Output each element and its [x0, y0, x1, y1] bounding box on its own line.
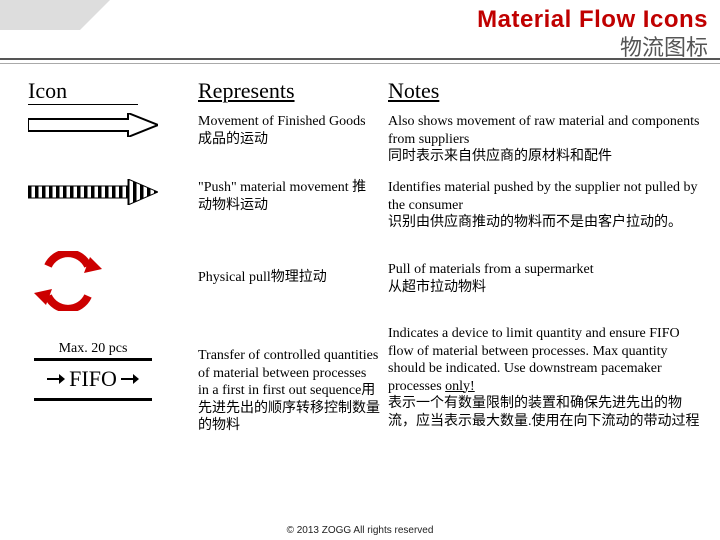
content-area: Icon Represents Notes Movement of Finish… — [0, 60, 720, 471]
table-row: Physical pull物理拉动 Pull of materials from… — [28, 251, 700, 313]
finished-goods-arrow-icon — [28, 113, 158, 137]
icon-cell — [28, 251, 198, 311]
fifo-mid: FIFO — [28, 363, 158, 395]
title-chinese: 物流图标 — [0, 30, 720, 62]
notes-underlined: only! — [445, 379, 475, 394]
arrow-right-icon — [121, 372, 139, 386]
col-header-notes: Notes — [388, 78, 700, 105]
table-row: Max. 20 pcs FIFO Transfer of controlled … — [28, 321, 700, 471]
push-arrow-icon — [28, 179, 158, 205]
col-header-represents: Represents — [198, 78, 388, 105]
represents-cell: Physical pull物理拉动 — [198, 251, 388, 287]
fifo-max-label: Max. 20 pcs — [28, 341, 158, 356]
table-row: "Push" material movement 推动物料运动 Identifi… — [28, 179, 700, 243]
fifo-top-line — [34, 358, 152, 361]
notes-pre: Indicates a device to limit quantity and… — [388, 326, 680, 394]
arrow-right-icon — [47, 372, 65, 386]
fifo-icon: Max. 20 pcs FIFO — [28, 341, 158, 403]
notes-post: 表示一个有数量限制的装置和确保先进先出的物流，应当表示最大数量.使用在向下流动的… — [388, 396, 700, 429]
physical-pull-icon — [28, 251, 108, 311]
fifo-bottom-line — [34, 398, 152, 401]
icon-cell — [28, 179, 198, 205]
icon-cell: Max. 20 pcs FIFO — [28, 321, 198, 403]
notes-cell: Identifies material pushed by the suppli… — [388, 179, 700, 232]
table-row: Movement of Finished Goods 成品的运动 Also sh… — [28, 113, 700, 171]
notes-cell: Pull of materials from a supermarket从超市拉… — [388, 251, 700, 296]
represents-cell: Movement of Finished Goods 成品的运动 — [198, 113, 388, 148]
slide-header: Material Flow Icons 物流图标 — [0, 0, 720, 60]
fifo-label: FIFO — [69, 367, 117, 391]
corner-decoration — [0, 0, 110, 30]
represents-cell: "Push" material movement 推动物料运动 — [198, 179, 388, 214]
icon-cell — [28, 113, 198, 137]
notes-cell: Indicates a device to limit quantity and… — [388, 321, 700, 430]
represents-cell: Transfer of controlled quantities of mat… — [198, 321, 388, 435]
notes-cell: Also shows movement of raw material and … — [388, 113, 700, 166]
footer-copyright: © 2013 ZOGG All rights reserved — [0, 525, 720, 536]
header-underline — [0, 63, 720, 64]
col-header-icon: Icon — [28, 78, 198, 105]
column-headers: Icon Represents Notes — [28, 78, 700, 105]
